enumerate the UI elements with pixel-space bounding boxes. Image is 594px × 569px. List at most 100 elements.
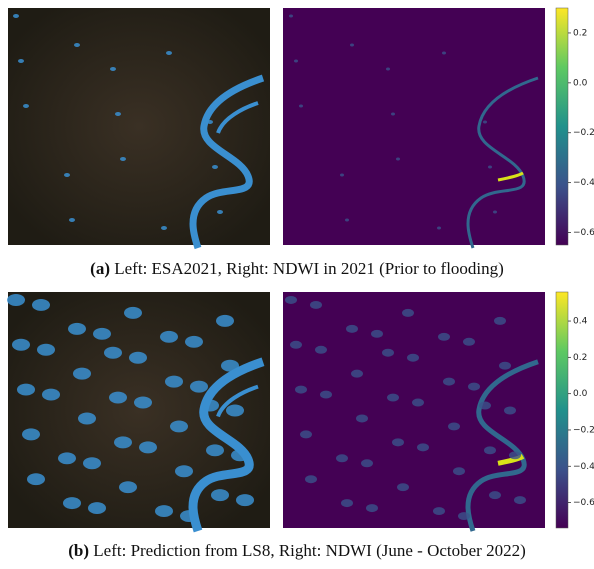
water-patch [114, 436, 132, 448]
water-patch [396, 158, 400, 161]
ndwi-image [283, 8, 545, 248]
water-patch [42, 389, 60, 401]
caption-text: Left: Prediction from LS8, Right: NDWI (… [93, 541, 525, 560]
water-patch [185, 336, 203, 348]
water-patch [509, 451, 521, 459]
water-patch [341, 499, 353, 507]
water-patch [488, 166, 492, 169]
water-patch [73, 368, 91, 380]
water-patch [397, 483, 409, 491]
water-patch [336, 454, 348, 462]
water-patch [63, 497, 81, 509]
water-patch [479, 402, 491, 410]
water-patch [236, 494, 254, 506]
image-background [283, 8, 545, 245]
water-patch [387, 394, 399, 402]
water-patch [216, 315, 234, 327]
water-patch [119, 481, 137, 493]
water-patch [190, 381, 208, 393]
water-patch [310, 301, 322, 309]
water-patch [104, 347, 122, 359]
water-patch [340, 174, 344, 177]
colorbar-tick-label: −0.4 [573, 178, 594, 188]
water-patch [124, 307, 142, 319]
satellite-image [8, 8, 270, 248]
water-patch [161, 226, 167, 230]
water-patch [78, 412, 96, 424]
water-patch [120, 157, 126, 161]
water-patch [165, 376, 183, 388]
water-patch [514, 496, 526, 504]
water-patch [134, 397, 152, 409]
water-patch [345, 219, 349, 222]
water-patch [438, 333, 450, 341]
water-patch [64, 173, 70, 177]
water-patch [201, 400, 219, 412]
water-patch [350, 44, 354, 47]
water-patch [392, 438, 404, 446]
water-patch [88, 502, 106, 514]
water-patch [315, 346, 327, 354]
water-patch [221, 360, 239, 372]
water-patch [27, 473, 45, 485]
water-patch [166, 51, 172, 55]
water-patch [463, 338, 475, 346]
water-patch [356, 414, 368, 422]
water-patch [23, 104, 29, 108]
water-patch [207, 120, 213, 124]
water-patch [129, 352, 147, 364]
caption-label: (a) [90, 259, 110, 278]
water-patch [483, 121, 487, 124]
figure-graphics: 0.20.0−0.2−0.4−0.60.40.20.0−0.2−0.4−0.6 [0, 0, 594, 569]
water-patch [320, 391, 332, 399]
water-patch [217, 210, 223, 214]
water-patch [231, 449, 249, 461]
water-patch [386, 68, 390, 71]
water-patch [468, 383, 480, 391]
water-patch [412, 399, 424, 407]
water-patch [417, 443, 429, 451]
colorbar [556, 8, 568, 245]
water-patch [453, 467, 465, 475]
colorbar-tick-label: 0.0 [573, 389, 588, 399]
water-patch [17, 384, 35, 396]
ndwi-image [283, 292, 545, 531]
water-patch [458, 512, 470, 520]
water-patch [18, 59, 24, 63]
water-patch [93, 328, 111, 340]
image-background [8, 8, 270, 245]
satellite-image [7, 292, 270, 531]
water-patch [115, 112, 121, 116]
water-patch [212, 165, 218, 169]
water-patch [69, 218, 75, 222]
water-patch [58, 452, 76, 464]
water-patch [290, 341, 302, 349]
water-patch [285, 296, 297, 304]
water-patch [226, 405, 244, 417]
water-patch [294, 60, 298, 63]
water-patch [442, 52, 446, 55]
water-patch [155, 505, 173, 517]
water-patch [160, 331, 178, 343]
water-patch [391, 113, 395, 116]
water-patch [109, 392, 127, 404]
water-patch [433, 507, 445, 515]
water-patch [300, 430, 312, 438]
water-patch [139, 441, 157, 453]
water-patch [407, 354, 419, 362]
water-patch [180, 510, 198, 522]
water-patch [494, 317, 506, 325]
colorbar-tick-label: 0.2 [573, 353, 587, 363]
colorbar-tick-label: −0.4 [573, 462, 594, 472]
water-patch [74, 43, 80, 47]
water-patch [37, 344, 55, 356]
water-patch [489, 491, 501, 499]
water-patch [12, 339, 30, 351]
colorbar-tick-label: −0.6 [573, 228, 594, 238]
colorbar-tick-label: −0.2 [573, 128, 594, 138]
water-patch [443, 378, 455, 386]
colorbar-tick-label: 0.4 [573, 317, 588, 327]
water-patch [299, 105, 303, 108]
water-patch [83, 457, 101, 469]
caption: (b) Left: Prediction from LS8, Right: ND… [0, 541, 594, 561]
